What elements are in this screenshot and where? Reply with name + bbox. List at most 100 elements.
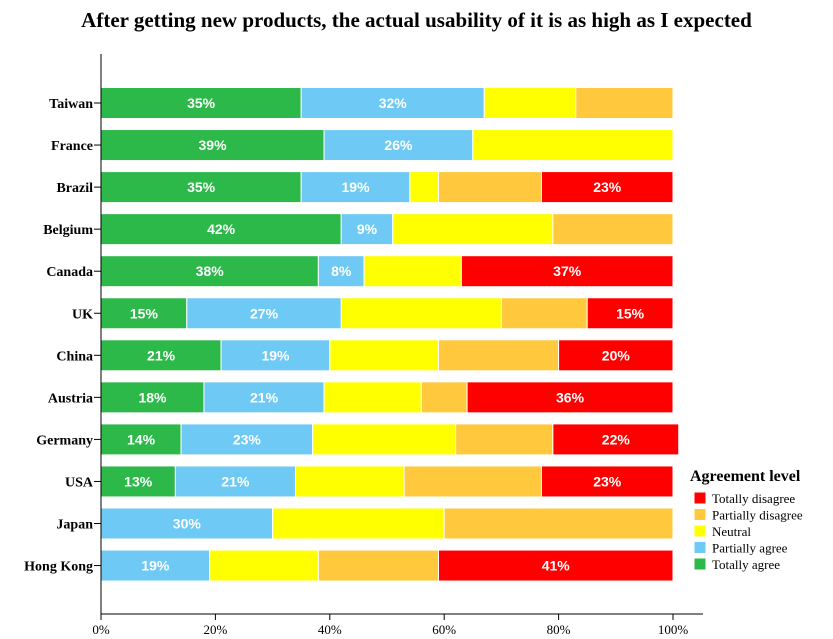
data-label-uk-partially-agree: 27% <box>250 305 279 321</box>
data-label-china-totally-disagree: 20% <box>602 347 631 363</box>
bar-canada-partially-agree <box>317 255 365 288</box>
data-label-usa-partially-agree: 21% <box>221 473 250 489</box>
legend-label-totally-agree: Totally agree <box>712 557 780 572</box>
bar-usa-neutral <box>294 465 405 498</box>
bar-germany-totally-agree <box>100 423 182 456</box>
bar-uk-partially-agree <box>186 297 342 330</box>
data-label-germany-totally-agree: 14% <box>127 431 156 447</box>
bar-china-partially-agree <box>220 339 331 372</box>
bar-hong-kong-partially-disagree <box>317 549 439 582</box>
bar-usa-totally-disagree <box>540 465 674 498</box>
bar-usa-partially-disagree <box>403 465 542 498</box>
data-label-france-totally-agree: 39% <box>199 137 228 153</box>
legend-label-totally-disagree: Totally disagree <box>712 491 795 506</box>
data-label-uk-totally-agree: 15% <box>130 305 159 321</box>
data-label-usa-totally-agree: 13% <box>124 473 153 489</box>
bar-austria-totally-disagree <box>466 381 674 414</box>
data-label-canada-totally-disagree: 37% <box>553 263 582 279</box>
bar-austria-totally-agree <box>100 381 205 414</box>
category-label-germany: Germany <box>36 433 93 448</box>
category-label-china: China <box>56 349 93 364</box>
bar-germany-partially-disagree <box>455 423 554 456</box>
bar-canada-totally-disagree <box>460 255 674 288</box>
bar-belgium-neutral <box>392 213 554 246</box>
bar-taiwan-partially-disagree <box>575 87 674 119</box>
bar-taiwan-neutral <box>483 87 577 119</box>
legend-swatch-totally-agree <box>693 557 707 571</box>
bar-france-partially-agree <box>323 129 474 162</box>
category-label-brazil: Brazil <box>56 181 93 196</box>
bar-uk-neutral <box>340 297 502 330</box>
bar-austria-partially-agree <box>203 381 325 414</box>
data-label-usa-totally-disagree: 23% <box>593 473 622 489</box>
legend-title: Agreement level <box>690 468 801 485</box>
bar-germany-totally-disagree <box>552 423 680 456</box>
bar-austria-neutral <box>323 381 422 414</box>
bar-japan-neutral <box>272 507 445 540</box>
category-label-usa: USA <box>65 475 94 490</box>
category-label-taiwan: Taiwan <box>49 97 93 112</box>
data-label-japan-partially-agree: 30% <box>173 516 202 532</box>
x-tick-label-5: 100% <box>658 622 689 637</box>
legend-swatch-neutral <box>693 524 707 538</box>
category-label-belgium: Belgium <box>43 223 93 238</box>
bar-china-totally-disagree <box>558 339 674 372</box>
bar-brazil-totally-disagree <box>540 171 674 204</box>
bar-taiwan-partially-agree <box>300 87 485 119</box>
bar-taiwan-totally-agree <box>100 87 302 119</box>
data-label-uk-totally-disagree: 15% <box>616 305 645 321</box>
data-label-austria-totally-disagree: 36% <box>556 389 585 405</box>
bar-france-neutral <box>472 129 674 162</box>
legend-label-partially-agree: Partially agree <box>712 541 788 556</box>
legend-swatch-totally-disagree <box>693 491 707 505</box>
bar-china-neutral <box>329 339 439 372</box>
bar-belgium-partially-agree <box>340 213 394 246</box>
bar-china-partially-disagree <box>437 339 560 372</box>
x-tick-label-0: 0% <box>92 622 110 637</box>
data-label-canada-totally-agree: 38% <box>196 263 225 279</box>
bar-uk-totally-agree <box>100 297 188 330</box>
data-label-brazil-totally-disagree: 23% <box>593 179 622 195</box>
category-label-japan: Japan <box>56 518 93 533</box>
category-label-uk: UK <box>72 307 93 322</box>
category-label-austria: Austria <box>48 391 93 406</box>
bar-hong-kong-neutral <box>209 549 319 582</box>
data-label-france-partially-agree: 26% <box>384 137 413 153</box>
data-label-canada-partially-agree: 8% <box>331 263 352 279</box>
bar-china-totally-agree <box>100 339 222 372</box>
bar-brazil-neutral <box>409 171 439 204</box>
x-tick-label-3: 60% <box>432 622 456 637</box>
data-label-germany-totally-disagree: 22% <box>602 431 631 447</box>
bar-brazil-totally-agree <box>100 171 302 204</box>
bar-belgium-totally-agree <box>100 213 342 246</box>
x-tick-label-4: 80% <box>547 622 571 637</box>
data-label-austria-totally-agree: 18% <box>138 389 167 405</box>
data-label-taiwan-partially-agree: 32% <box>379 95 408 111</box>
chart-title: After getting new products, the actual u… <box>81 8 752 32</box>
bar-germany-partially-agree <box>180 423 314 456</box>
data-label-hong-kong-partially-agree: 19% <box>141 558 170 574</box>
bar-france-totally-agree <box>100 129 325 162</box>
bar-japan-partially-agree <box>100 507 274 540</box>
bar-hong-kong-totally-disagree <box>437 549 674 582</box>
data-label-germany-partially-agree: 23% <box>233 431 262 447</box>
bar-uk-partially-disagree <box>500 297 588 330</box>
data-label-china-totally-agree: 21% <box>147 347 176 363</box>
bar-usa-partially-agree <box>174 465 296 498</box>
bar-japan-partially-disagree <box>443 507 674 540</box>
data-label-belgium-partially-agree: 9% <box>357 221 378 237</box>
bar-uk-totally-disagree <box>586 297 674 330</box>
bar-belgium-partially-disagree <box>552 213 674 246</box>
legend-swatch-partially-agree <box>693 541 707 554</box>
legend-label-partially-disagree: Partially disagree <box>712 508 803 523</box>
legend-label-neutral: Neutral <box>712 524 751 539</box>
category-label-hong-kong: Hong Kong <box>24 560 93 575</box>
data-label-austria-partially-agree: 21% <box>250 389 279 405</box>
bar-brazil-partially-disagree <box>437 171 542 204</box>
data-label-brazil-totally-agree: 35% <box>187 179 216 195</box>
category-label-france: France <box>51 139 93 154</box>
data-label-china-partially-agree: 19% <box>261 347 290 363</box>
x-tick-label-1: 20% <box>203 622 227 637</box>
data-label-belgium-totally-agree: 42% <box>207 221 236 237</box>
